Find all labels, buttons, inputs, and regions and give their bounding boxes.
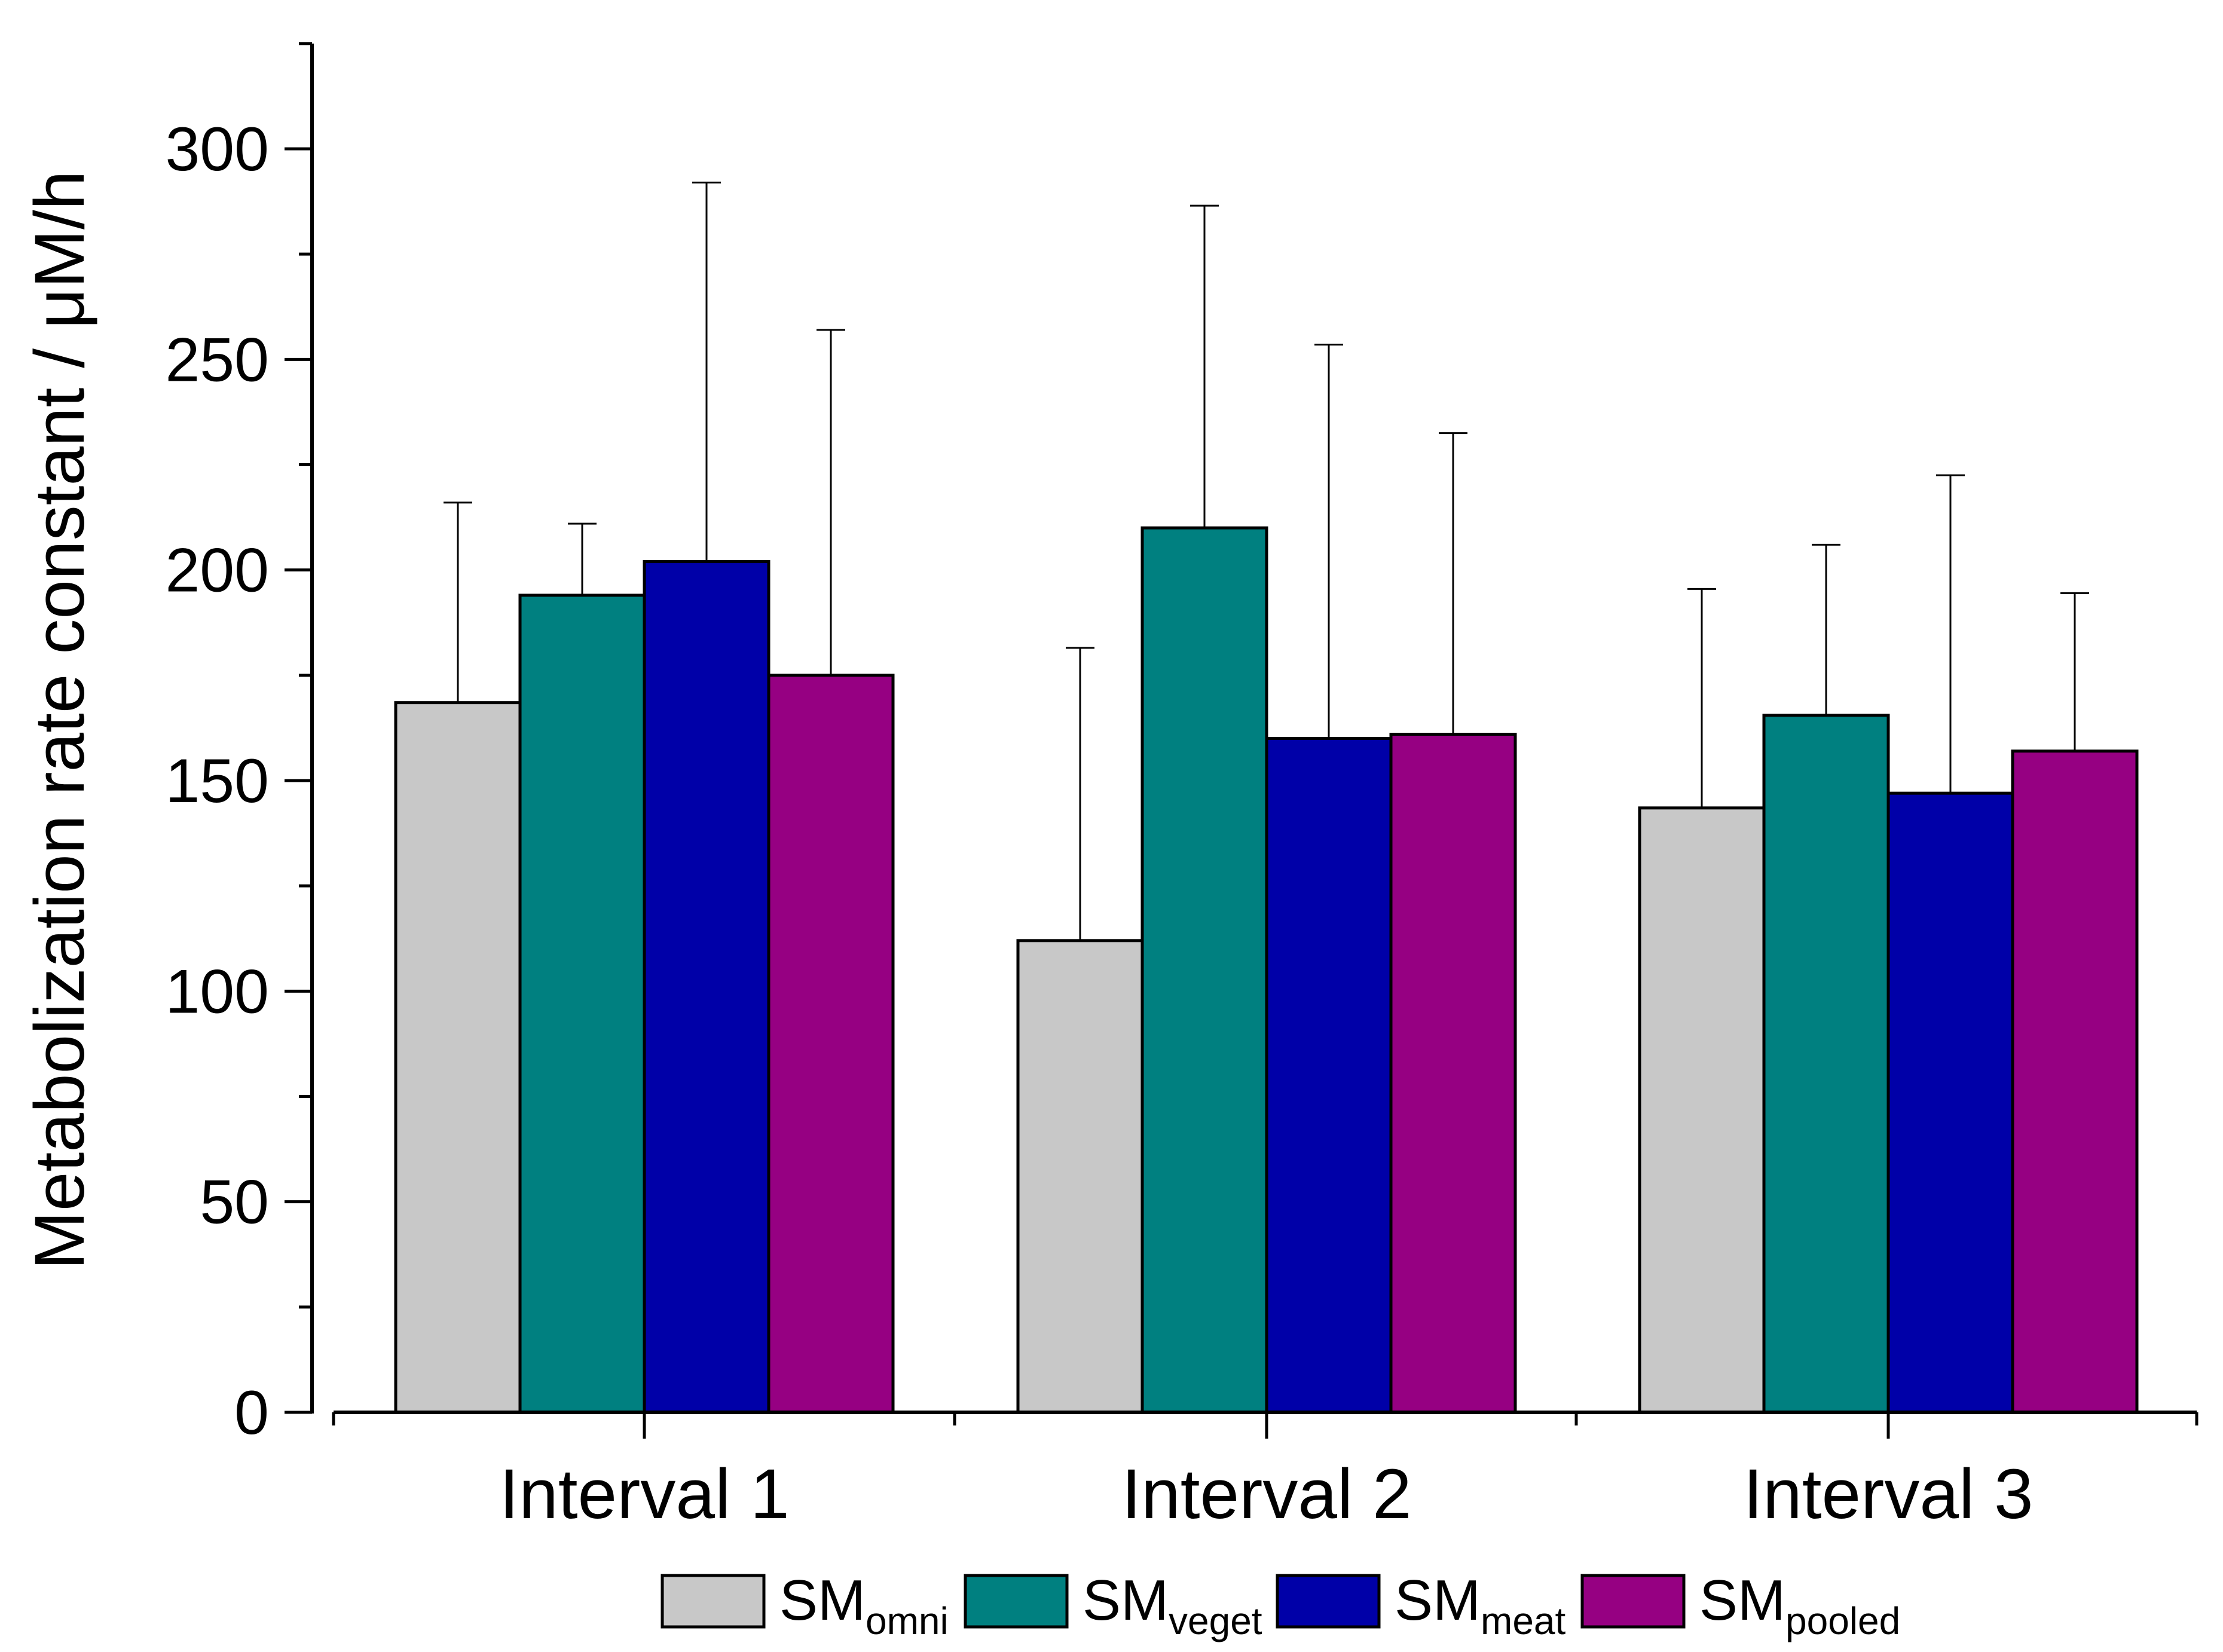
legend-label-omni: SMomni	[779, 1568, 949, 1642]
y-tick-label: 200	[165, 536, 269, 605]
x-category-label: Interval 1	[499, 1455, 789, 1534]
legend-label-veget: SMveget	[1083, 1568, 1262, 1642]
bar-veget-1	[518, 594, 646, 1414]
legend-label-meat: SMmeat	[1395, 1568, 1566, 1642]
bar-pooled-3	[2011, 749, 2139, 1414]
y-tick-label: 300	[165, 115, 269, 184]
y-tick-label: 250	[165, 325, 269, 394]
bar-omni-1	[394, 701, 522, 1414]
legend-swatch-omni	[661, 1574, 766, 1629]
y-tick-label: 100	[165, 957, 269, 1026]
legend-subscript: veget	[1169, 1599, 1262, 1642]
legend-label-pooled: SMpooled	[1699, 1568, 1900, 1642]
bar-veget-2	[1140, 526, 1268, 1414]
y-tick-label: 50	[200, 1168, 269, 1237]
legend-subscript: pooled	[1785, 1599, 1900, 1642]
legend-swatch-pooled	[1580, 1574, 1686, 1629]
legend-swatch-veget	[964, 1574, 1069, 1629]
axes-layer: 0 50 100 150 200 250 300 Interval 1 Interval 2 In…	[165, 42, 2198, 1534]
x-category-label: Interval 3	[1743, 1455, 2033, 1534]
y-axis-label: Metabolization rate constant / μM/h	[20, 171, 99, 1270]
bar-omni-2	[1016, 939, 1144, 1414]
legend-subscript: meat	[1481, 1599, 1566, 1642]
y-tick-label: 0	[234, 1378, 269, 1448]
error-bars-layer	[444, 181, 2089, 941]
legend-swatch-meat	[1276, 1574, 1381, 1629]
bars-layer	[394, 526, 2139, 1414]
x-category-label: Interval 2	[1121, 1455, 1411, 1534]
legend: SMomni SMveget SMmeat SMpooled	[661, 1568, 1900, 1642]
bar-pooled-1	[767, 674, 895, 1414]
legend-subscript: omni	[866, 1599, 949, 1642]
bar-pooled-2	[1389, 732, 1517, 1414]
bar-omni-3	[1638, 806, 1766, 1414]
bar-meat-3	[1886, 791, 2014, 1414]
y-tick-label: 150	[165, 747, 269, 816]
bar-meat-2	[1265, 737, 1393, 1414]
bar-veget-3	[1762, 714, 1890, 1414]
bar-meat-1	[643, 560, 770, 1414]
